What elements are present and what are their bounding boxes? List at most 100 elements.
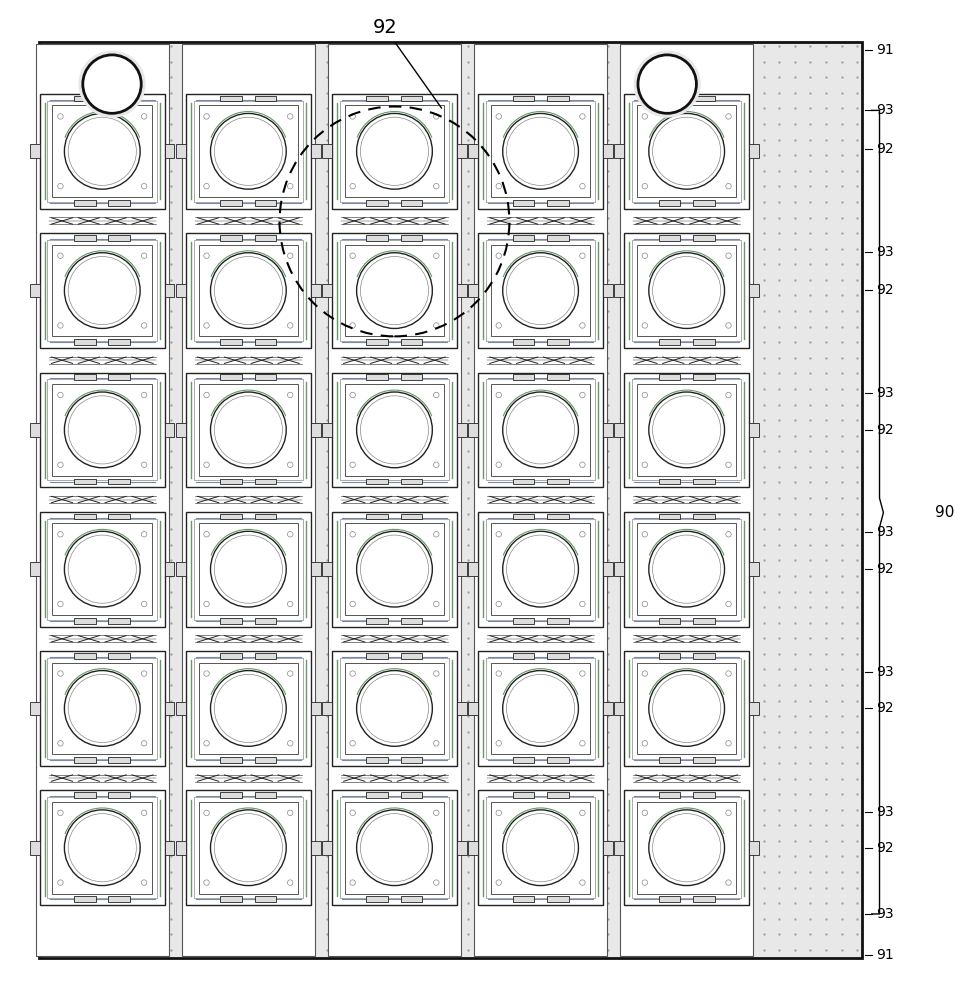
Circle shape [57,601,63,607]
Bar [332,790,457,905]
Bar [615,284,624,297]
Bar [254,514,277,519]
Bar [108,792,131,798]
Circle shape [496,810,502,816]
Circle shape [433,741,439,746]
Circle shape [141,253,147,258]
Bar [693,618,715,624]
Bar [186,94,311,209]
Bar [366,618,389,624]
Bar [474,44,607,956]
Circle shape [503,671,579,746]
Bar [220,792,243,798]
Circle shape [204,392,209,398]
Bar [400,792,423,798]
Circle shape [580,462,585,467]
Circle shape [580,532,585,537]
Bar [311,702,320,715]
Bar [366,792,389,798]
Bar [468,423,478,437]
Bar [637,523,736,615]
Bar [546,896,569,902]
Bar [53,802,152,894]
Bar [165,284,174,297]
Bar [658,96,681,101]
Circle shape [642,114,648,119]
Circle shape [287,462,293,467]
Circle shape [287,114,293,119]
Bar [468,562,478,576]
Text: 92: 92 [877,562,894,576]
Bar [658,653,681,659]
Bar [108,618,131,624]
Bar [199,663,298,754]
Bar [220,96,243,101]
Circle shape [496,601,502,607]
Bar [658,479,681,484]
Bar [468,144,478,158]
Bar [457,423,467,437]
Bar [366,235,389,241]
Circle shape [642,810,648,816]
Bar [546,757,569,763]
Bar [176,841,186,855]
Circle shape [350,114,356,119]
Circle shape [726,253,731,258]
Circle shape [503,253,579,328]
Bar [186,233,311,348]
Circle shape [580,810,585,816]
Bar [486,797,595,898]
Circle shape [433,671,439,676]
Bar [108,514,131,519]
Bar [39,42,862,958]
Bar [693,514,715,519]
Circle shape [287,880,293,885]
Bar [345,663,444,754]
Bar [345,384,444,476]
Bar [637,245,736,336]
Circle shape [642,183,648,189]
Text: 92: 92 [877,701,894,715]
Circle shape [210,253,286,328]
Bar [53,663,152,754]
Circle shape [57,532,63,537]
Circle shape [57,253,63,258]
Bar [624,233,749,348]
Bar [311,423,320,437]
Bar [345,245,444,336]
Bar [74,374,96,380]
Circle shape [57,810,63,816]
Bar [603,702,613,715]
Text: 93: 93 [877,805,894,819]
Circle shape [642,671,648,676]
Bar [693,479,715,484]
Circle shape [57,392,63,398]
Bar [311,144,320,158]
Bar [693,339,715,345]
Text: 90: 90 [935,505,955,520]
Bar [366,653,389,659]
Bar [658,374,681,380]
Bar [199,523,298,615]
Bar [74,653,96,659]
Circle shape [634,50,701,118]
Bar [108,96,131,101]
Text: 92: 92 [877,283,894,297]
Bar [48,240,157,341]
Circle shape [638,55,696,113]
Circle shape [496,114,502,119]
Circle shape [204,253,209,258]
Bar [108,479,131,484]
Circle shape [210,810,286,886]
Bar [658,757,681,763]
Circle shape [141,601,147,607]
Circle shape [64,253,140,328]
Circle shape [141,323,147,328]
Bar [74,896,96,902]
Bar [512,374,535,380]
Circle shape [580,183,585,189]
Bar [546,792,569,798]
Bar [457,841,467,855]
Circle shape [141,532,147,537]
Bar [624,790,749,905]
